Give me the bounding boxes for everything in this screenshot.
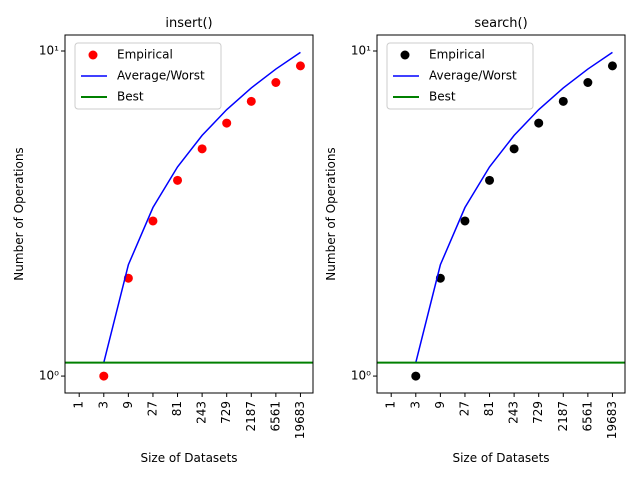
series-line	[103, 51, 301, 363]
legend-label: Best	[429, 90, 456, 104]
point	[197, 144, 207, 154]
x-tick-label: 27	[145, 401, 159, 416]
y-axis-label: Number of Operations	[324, 147, 338, 280]
point	[411, 371, 421, 381]
point	[271, 78, 281, 88]
axes-frame	[64, 34, 314, 394]
x-tick-label: 19683	[293, 401, 307, 439]
x-tick-label: 81	[482, 401, 496, 416]
axes-frame	[376, 34, 626, 394]
y-tick-label: 10⁰	[39, 369, 59, 383]
x-tick-label: 27	[457, 401, 471, 416]
y-tick-label: 10⁰	[351, 369, 371, 383]
plot-area	[377, 51, 625, 381]
point	[485, 175, 495, 185]
point	[148, 216, 158, 226]
legend-label: Empirical	[429, 48, 485, 62]
x-tick-label: 81	[170, 401, 184, 416]
point	[99, 371, 109, 381]
x-tick-label: 1	[72, 401, 86, 409]
x-tick-label: 2187	[556, 401, 570, 432]
x-tick-label: 1	[384, 401, 398, 409]
point	[246, 96, 256, 106]
legend-marker	[400, 50, 410, 60]
legend-box	[386, 42, 534, 110]
x-tick-label: 243	[507, 401, 521, 424]
x-tick-label: 3	[408, 401, 422, 409]
title: search()	[474, 16, 527, 31]
subplot: insert() Size of Datasets Number of Operat…	[12, 16, 314, 465]
x-tick-label: 729	[219, 401, 233, 424]
x-tick-label: 9	[433, 401, 447, 409]
x-tick-label: 2187	[244, 401, 258, 432]
x-axis-label: Size of Datasets	[140, 451, 237, 465]
point	[558, 96, 568, 106]
point	[173, 175, 183, 185]
point	[460, 216, 470, 226]
point	[295, 61, 305, 71]
x-tick-label: 6561	[268, 401, 282, 432]
legend-marker	[88, 50, 98, 60]
title: insert()	[165, 16, 212, 31]
legend-label: Best	[117, 90, 144, 104]
legend-label: Average/Worst	[117, 69, 205, 83]
point	[583, 78, 593, 88]
legend-label: Empirical	[117, 48, 173, 62]
point	[509, 144, 519, 154]
y-tick-label: 10¹	[351, 43, 371, 57]
y-tick-label: 10¹	[39, 43, 59, 57]
x-tick-label: 3	[96, 401, 110, 409]
point	[222, 118, 232, 128]
x-tick-label: 9	[121, 401, 135, 409]
y-axis-label: Number of Operations	[12, 147, 26, 280]
legend-box	[74, 42, 222, 110]
legend-label: Average/Worst	[429, 69, 517, 83]
point	[607, 61, 617, 71]
x-tick-label: 243	[195, 401, 209, 424]
x-tick-label: 729	[531, 401, 545, 424]
point	[534, 118, 544, 128]
x-axis-label: Size of Datasets	[452, 451, 549, 465]
plot-area	[65, 51, 313, 381]
series-line	[415, 51, 613, 363]
x-tick-label: 6561	[580, 401, 594, 432]
x-tick-label: 19683	[605, 401, 619, 439]
subplot: search() Size of Datasets Number of Operat…	[324, 16, 626, 465]
